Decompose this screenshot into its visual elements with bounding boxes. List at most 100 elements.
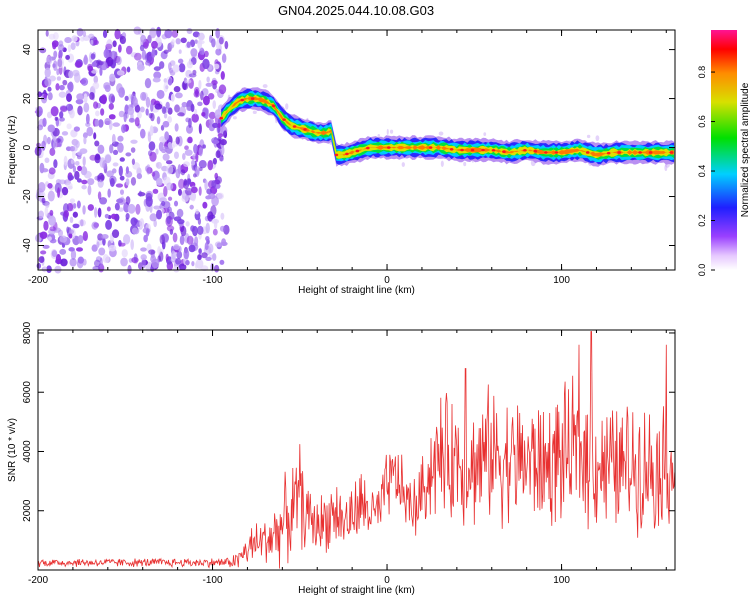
noise-blob [59,248,67,255]
noise-blob [81,185,87,190]
noise-blob [41,140,46,150]
noise-blob [162,153,170,161]
noise-speck [586,134,591,139]
noise-blob [65,54,70,60]
noise-blob [157,246,161,255]
noise-blob [70,42,76,51]
ridge-peak-spot [219,116,224,120]
noise-blob [110,50,117,59]
y-tick-label: 20 [22,93,33,105]
noise-blob [181,101,188,108]
noise-blob [145,96,151,108]
noise-blob [220,71,225,80]
noise-blob [163,49,169,54]
noise-blob [61,131,69,136]
noise-blob [191,113,199,123]
noise-blob [198,186,202,196]
noise-blob [94,118,100,127]
noise-blob [173,244,180,251]
noise-blob [159,197,167,203]
noise-blob [176,250,183,259]
noise-blob [40,250,47,255]
noise-blob [130,217,138,226]
noise-blob [194,39,198,44]
noise-blob [59,111,64,119]
noise-blob [170,93,175,102]
noise-blob [136,173,143,180]
noise-blob [153,128,158,133]
noise-blob [91,221,99,230]
ridge-peak-spot [669,151,674,154]
noise-blob [118,242,126,247]
noise-blob [74,170,80,181]
ridge-band-4 [221,94,675,159]
noise-blob [175,136,180,145]
noise-blob [54,116,58,121]
noise-blob [173,86,181,93]
noise-blob [121,124,126,134]
noise-blob [105,56,114,67]
noise-blob [165,160,173,165]
noise-blob [131,158,136,165]
noise-blob [186,235,194,245]
noise-blob [144,78,152,89]
noise-blob [193,143,198,154]
noise-blob [207,160,214,171]
noise-blob [156,26,162,38]
noise-blob [116,83,123,94]
noise-blob [46,265,52,273]
noise-blob [171,29,179,38]
noise-blob [60,106,68,113]
noise-blob [94,154,101,164]
noise-blob [69,257,77,267]
noise-blob [217,133,224,138]
noise-blob [183,161,190,168]
ridge-peak-spot [544,151,548,154]
noise-blob [130,139,138,144]
noise-blob [72,211,78,218]
noise-blob [194,236,199,247]
noise-blob [121,249,128,258]
noise-blob [188,244,196,253]
noise-blob [72,165,77,173]
noise-blob [93,75,99,84]
noise-speck [401,162,405,167]
noise-blob [82,132,88,139]
noise-blob [112,162,119,167]
colorbar-tick-label: 0.2 [697,214,707,227]
noise-blob [214,176,223,185]
noise-blob [195,151,199,163]
noise-blob [112,40,117,48]
noise-blob [53,159,58,169]
noise-blob [212,157,217,165]
noise-blob [211,139,220,144]
noise-blob [208,111,216,120]
noise-blob [189,39,196,48]
noise-blob [77,256,84,264]
noise-blob [215,150,221,159]
noise-blob [145,228,150,237]
snr-y-axis-label: SNR (10 * v/v) [7,418,18,482]
noise-blob [110,213,117,220]
x-tick-label: -100 [203,575,223,586]
noise-blob [162,120,170,128]
noise-blob [166,182,174,191]
noise-blob [119,175,125,181]
noise-blob [208,243,214,254]
noise-blob [48,33,56,40]
noise-blob [187,136,193,144]
spectrogram-frame [37,29,676,271]
noise-blob [185,79,192,84]
noise-blob [55,83,60,91]
ridge-peak-spot [428,146,433,149]
noise-blob [49,75,56,82]
noise-blob [53,140,58,149]
noise-blob [221,53,227,64]
noise-blob [96,174,101,182]
noise-blob [205,82,213,87]
noise-blob [140,247,147,252]
noise-blob [111,133,116,145]
noise-blob [87,184,92,196]
noise-blob [212,253,217,261]
noise-blob [177,188,182,196]
